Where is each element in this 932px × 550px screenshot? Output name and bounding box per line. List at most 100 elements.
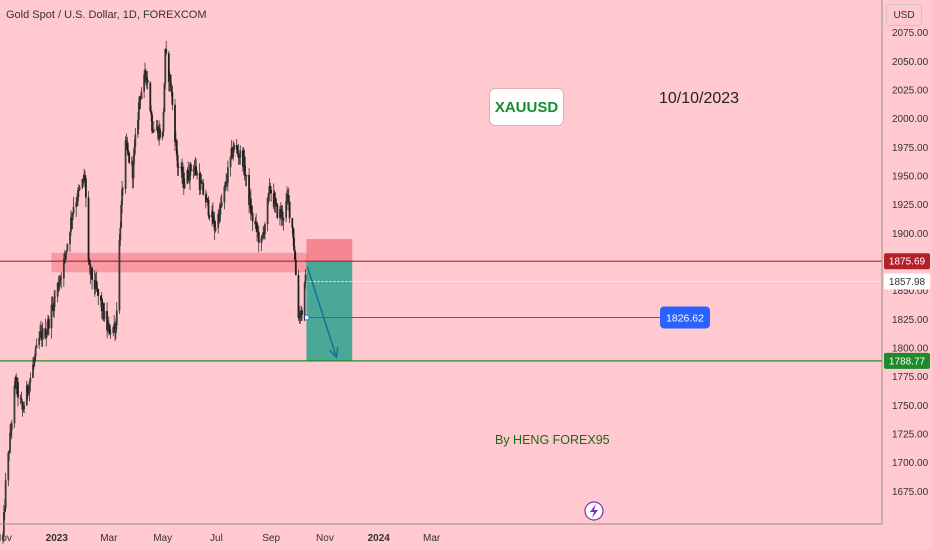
candle-body: [213, 220, 216, 231]
ticker-label[interactable]: XAUUSD: [489, 88, 564, 126]
candle-body: [19, 397, 22, 399]
candle-body: [176, 154, 179, 168]
candle-body: [303, 282, 306, 315]
candle-body: [267, 193, 270, 198]
candle-body: [59, 277, 62, 283]
price-tick-label: 1725.00: [892, 430, 929, 441]
target-box-bg[interactable]: [660, 306, 710, 329]
candle-body: [118, 240, 121, 311]
candle-body: [199, 180, 202, 190]
candle-body: [85, 178, 87, 198]
candle-body: [294, 259, 297, 276]
candle-body: [3, 508, 6, 513]
candle-body: [167, 53, 170, 82]
price-tick-label: 1800.00: [892, 344, 929, 355]
candle-body: [124, 140, 127, 189]
candle-body: [75, 202, 78, 207]
candle-body: [202, 182, 205, 195]
candle-body: [62, 258, 65, 279]
candle-body: [294, 250, 296, 260]
candle-body: [200, 180, 203, 184]
candle-body: [162, 112, 165, 132]
candle-body: [84, 175, 86, 179]
candle-body: [270, 190, 273, 194]
candle-body: [150, 111, 153, 115]
candle-body: [196, 173, 198, 176]
candle-body: [95, 280, 98, 289]
candle-body: [214, 227, 217, 231]
candle-body: [4, 480, 7, 509]
currency-button[interactable]: USD: [886, 4, 922, 26]
candle-body: [161, 131, 164, 138]
price-tick-label: 2050.00: [892, 57, 929, 68]
candle-body: [177, 167, 180, 169]
candle-body: [251, 212, 254, 222]
candle-body: [77, 189, 80, 191]
candle-body: [23, 405, 26, 409]
candle-body: [288, 201, 291, 219]
candle-body: [286, 195, 288, 202]
candle-body: [9, 432, 11, 453]
candle-body: [103, 311, 106, 320]
candle-body: [2, 512, 5, 535]
take-profit-zone[interactable]: [306, 261, 353, 361]
candle-body: [10, 429, 12, 433]
date-annotation[interactable]: 10/10/2023: [659, 90, 740, 107]
candle-body: [58, 282, 61, 288]
price-tick-label: 1775.00: [892, 372, 929, 383]
lightning-icon[interactable]: [584, 501, 604, 521]
time-tick-label: Nov: [0, 533, 12, 544]
forecast-arrow[interactable]: [306, 266, 338, 358]
candle-body: [2, 534, 4, 538]
price-tick-label: 1925.00: [892, 200, 929, 211]
candle-body: [17, 381, 19, 398]
candle-body: [13, 385, 16, 424]
candle-body: [149, 82, 152, 112]
candle-body: [122, 188, 124, 190]
candle-body: [32, 364, 34, 378]
candle-body: [133, 146, 136, 157]
candle-body: [183, 183, 186, 188]
candle-body: [8, 452, 11, 454]
candle-body: [281, 211, 284, 221]
candle-body: [97, 289, 100, 296]
price-tick-label: 1850.00: [892, 286, 929, 297]
candle-body: [229, 156, 232, 168]
price-tick-label: 1975.00: [892, 143, 929, 154]
candle-body: [249, 198, 252, 214]
candle-body: [227, 167, 229, 183]
price-tick-label: 1825.00: [892, 315, 929, 326]
time-tick-label: 2024: [368, 533, 391, 544]
candle-body: [108, 324, 111, 334]
candle-body: [236, 149, 239, 154]
candle-body: [146, 79, 149, 83]
support-price-label-bg: [884, 352, 930, 369]
current-price-label: 1857.98: [889, 277, 926, 288]
candle-body: [127, 150, 130, 153]
candle-body: [274, 197, 277, 203]
resistance-price-label: 1875.69: [889, 257, 926, 268]
author-annotation[interactable]: By HENG FOREX95: [495, 433, 610, 447]
candle-body: [44, 328, 47, 339]
candle-body: [115, 310, 118, 326]
candle-body: [114, 325, 117, 334]
candle-body: [220, 202, 223, 207]
time-tick-label: Sep: [262, 533, 280, 544]
candle-body: [137, 120, 139, 135]
candle-body: [27, 392, 30, 394]
candle-body: [132, 156, 135, 179]
resistance-zone[interactable]: [51, 252, 309, 273]
candle-body: [126, 142, 129, 151]
price-tick-label: 1750.00: [892, 401, 929, 412]
candle-body: [182, 172, 185, 188]
price-tick-label: 1675.00: [892, 487, 929, 498]
candle-body: [171, 91, 174, 105]
candle-body: [96, 288, 99, 290]
time-tick-label: Jul: [210, 533, 223, 544]
stop-loss-zone[interactable]: [306, 239, 353, 262]
candle-body: [128, 152, 131, 163]
time-tick-label: Mar: [423, 533, 441, 544]
candle-body: [224, 182, 227, 187]
